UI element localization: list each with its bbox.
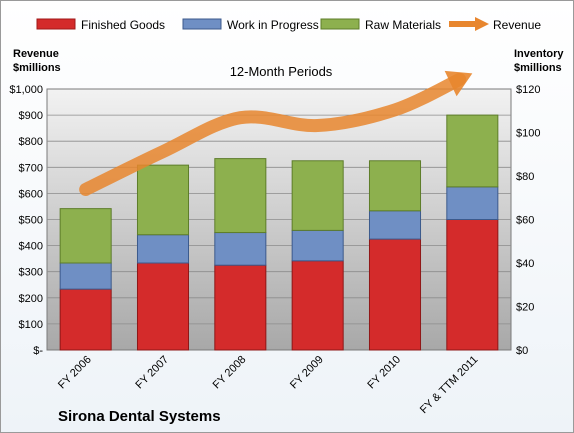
right-tick-label: $20 [516,302,534,314]
right-axis-ticks: $0 $20 $40 $60 $80 $100 $120 [516,84,540,357]
legend-swatch-work-in-progress [182,18,222,30]
legend-swatch-raw-materials [320,18,360,30]
right-axis-title-line1: Inventory [514,48,564,60]
revenue-line [79,72,467,196]
right-tick-label: $0 [516,345,528,357]
x-tick-label: FY & TTM 2011 [418,354,481,417]
left-tick-label: $100 [19,319,43,331]
bar-finished-goods [136,262,190,351]
x-tick-label: FY 2010 [365,354,403,392]
chart-subtitle: 12-Month Periods [230,64,333,79]
legend-arrowhead-revenue [475,17,489,31]
revenue-arrowhead [444,70,473,97]
legend-label-work-in-progress: Work in Progress [227,18,319,32]
right-tick-label: $40 [516,258,534,270]
bars [59,114,499,351]
bar-finished-goods [368,238,422,351]
left-tick-label: $900 [19,110,43,122]
legend: Finished Goods Work in Progress Raw Mate… [36,17,541,32]
revenue-series [79,70,473,196]
left-tick-label: $1,000 [9,84,43,96]
bar-raw-materials [59,208,112,264]
x-tick-label: FY 2008 [211,354,249,392]
x-tick-label: FY 2006 [56,354,94,392]
left-tick-label: $300 [19,267,43,279]
legend-label-finished-goods: Finished Goods [81,18,165,32]
left-tick-label: $200 [19,293,43,305]
bar-raw-materials [136,164,190,236]
bar-raw-materials [291,160,344,231]
right-axis-title-line2: $millions [514,62,562,74]
left-tick-label: $700 [19,162,43,174]
bar-finished-goods [446,219,499,351]
left-axis-title-line2: $millions [13,62,61,74]
left-axis-title-line1: Revenue [13,48,59,60]
bar-raw-materials [214,158,267,234]
right-tick-label: $120 [516,84,540,96]
bar-work-in-progress [368,210,422,240]
x-tick-label: FY 2009 [288,354,326,392]
x-tick-label: FY 2007 [133,354,171,392]
bar-work-in-progress [214,232,267,266]
right-tick-label: $60 [516,215,534,227]
left-tick-label: $- [33,345,43,357]
bar-raw-materials [446,114,499,188]
legend-label-raw-materials: Raw Materials [365,18,441,32]
left-tick-label: $600 [19,188,43,200]
bar-work-in-progress [136,234,190,264]
company-name: Sirona Dental Systems [58,408,221,425]
bar-finished-goods [214,264,267,351]
legend-swatch-finished-goods [36,18,76,30]
right-tick-label: $80 [516,171,534,183]
bar-finished-goods [59,288,112,351]
bar-work-in-progress [59,262,112,290]
left-tick-label: $800 [19,136,43,148]
bar-raw-materials [368,160,422,212]
left-tick-label: $500 [19,215,43,227]
x-axis-ticks: FY 2006 FY 2007 FY 2008 FY 2009 FY 2010 FY & … [56,354,480,417]
bar-work-in-progress [291,229,344,262]
legend-label-revenue: Revenue [493,18,541,32]
left-tick-label: $400 [19,241,43,253]
bar-work-in-progress [446,186,499,220]
bar-finished-goods [291,260,344,351]
left-axis-ticks: $- $100 $200 $300 $400 $500 $600 $700 $800 $900 $1… [9,84,43,357]
right-tick-label: $100 [516,128,540,140]
